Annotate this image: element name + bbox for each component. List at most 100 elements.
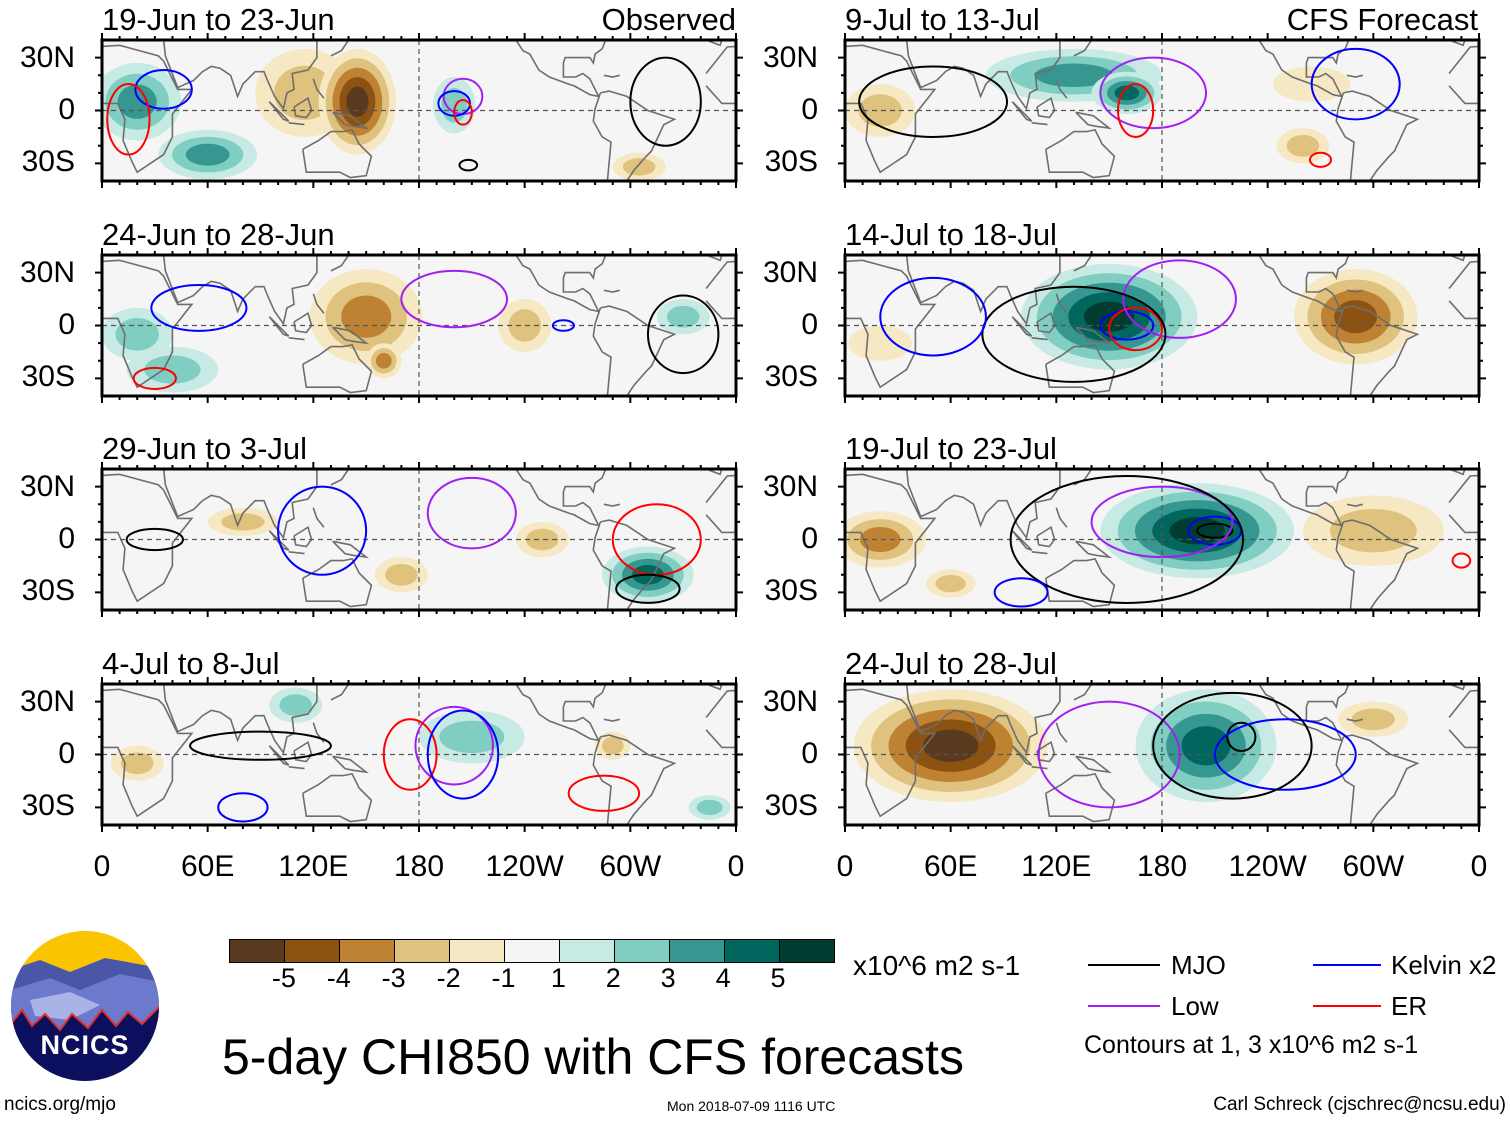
map-panel-6 <box>838 247 1486 403</box>
coastline <box>332 326 370 344</box>
latitude-label: 0 <box>58 736 75 770</box>
anomaly-shading <box>666 305 700 328</box>
map-canvas <box>838 33 1486 188</box>
coastline <box>330 254 350 272</box>
latitude-label: 0 <box>58 307 75 341</box>
coastline <box>1031 765 1048 769</box>
er-contour <box>1116 83 1155 138</box>
anomaly-shading <box>385 563 418 586</box>
anomaly-shading <box>622 158 656 176</box>
coastline <box>293 96 313 119</box>
low-contour <box>400 269 509 328</box>
low-contour <box>1099 56 1208 130</box>
coastline <box>1045 128 1116 179</box>
coastline <box>1335 521 1355 610</box>
coastline <box>603 289 620 293</box>
low-contour <box>1037 700 1181 808</box>
legend-low-label: Low <box>1171 991 1219 1021</box>
anomaly-shading <box>1286 134 1320 157</box>
anomaly-shading <box>144 355 201 384</box>
low-contour <box>426 476 517 550</box>
coastline <box>1055 722 1068 743</box>
legend-mjo-line <box>1088 964 1160 966</box>
mjo-contour <box>125 527 184 552</box>
mjo-contour <box>629 56 702 147</box>
mjo-contour <box>615 573 681 604</box>
coastline <box>1045 772 1116 822</box>
longitude-label: 120E <box>278 850 349 883</box>
longitude-label: 0 <box>1470 850 1488 883</box>
legend-low-line <box>1088 1005 1160 1007</box>
coastline <box>288 336 305 340</box>
colorbar-swatch <box>394 940 449 962</box>
coastline <box>1448 254 1466 261</box>
map-panel-3 <box>95 462 743 617</box>
map-canvas <box>838 247 1486 403</box>
low-contour <box>414 705 494 785</box>
colorbar-tick-label: -3 <box>381 963 406 993</box>
latitude-label: 30S <box>764 145 818 178</box>
latitude-label: 30N <box>19 255 75 289</box>
colorbar-swatch <box>724 940 779 962</box>
coastline <box>302 343 373 393</box>
coastline <box>332 540 370 559</box>
site-link[interactable]: ncics.org/mjo <box>4 1094 116 1115</box>
coastline <box>288 765 305 769</box>
coastline <box>1346 718 1363 722</box>
er-contour <box>106 83 151 156</box>
coastline <box>102 473 194 603</box>
er-contour <box>382 717 438 791</box>
coastline <box>288 122 305 126</box>
map-canvas <box>95 676 743 832</box>
coastline <box>1031 336 1048 340</box>
map-panel-7 <box>838 462 1486 617</box>
coastline <box>1448 40 1466 47</box>
longitude-label: 120W <box>485 850 564 883</box>
coastline <box>905 40 1061 111</box>
panel-date-range: 4-Jul to 8-Jul <box>102 645 280 681</box>
colorbar-tick-label: 3 <box>660 963 676 993</box>
coastline <box>1075 755 1113 773</box>
coastline <box>1045 557 1116 608</box>
coastline <box>515 254 607 313</box>
coastline <box>102 44 194 174</box>
er-contour <box>132 366 177 390</box>
legend-kelvin-line <box>1313 964 1381 966</box>
colorbar-swatch <box>559 940 614 962</box>
coastline <box>515 40 607 98</box>
coastline <box>515 469 607 527</box>
anomaly-shading <box>120 751 154 774</box>
anomaly-shading <box>375 352 392 369</box>
anomaly-shading <box>117 84 157 119</box>
coastline <box>1073 254 1093 272</box>
observed-label: Observed <box>601 2 736 37</box>
coastline <box>1335 307 1355 396</box>
colorbar-tick-label: -2 <box>436 963 461 993</box>
coastline <box>1036 311 1056 333</box>
map-canvas <box>95 247 743 403</box>
map-panel-5 <box>838 33 1486 188</box>
anomaly-shading <box>848 324 912 361</box>
coastline <box>600 733 677 825</box>
map-panel-4 <box>95 676 743 832</box>
latitude-label: 0 <box>58 522 75 555</box>
coastline <box>705 469 723 476</box>
anomaly-shading <box>1181 725 1231 765</box>
coastline <box>705 254 723 261</box>
map-canvas <box>838 676 1486 832</box>
anomaly-shading <box>341 295 392 338</box>
colorbar-swatch <box>284 940 339 962</box>
coastline <box>1055 293 1068 314</box>
latitude-label: 30S <box>21 145 75 178</box>
colorbar-tick-label: -4 <box>326 963 351 993</box>
longitude-label: 0 <box>93 850 111 883</box>
coastline <box>1031 122 1048 126</box>
coastline <box>705 40 723 47</box>
latitude-label: 30N <box>762 255 818 289</box>
latitude-label: 30N <box>762 470 818 503</box>
coastline <box>603 718 620 722</box>
mjo-contour <box>981 285 1167 383</box>
longitude-label: 0 <box>836 850 854 883</box>
anomaly-shading <box>1351 707 1395 730</box>
low-contour <box>1122 258 1237 339</box>
